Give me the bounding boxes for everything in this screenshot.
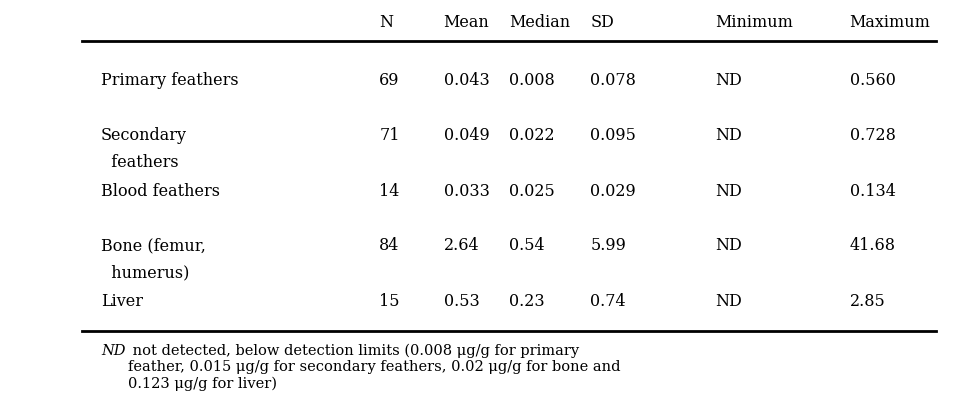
Text: feathers: feathers (101, 154, 179, 170)
Text: Maximum: Maximum (850, 14, 930, 31)
Text: 0.025: 0.025 (509, 182, 555, 199)
Text: 0.043: 0.043 (444, 72, 490, 89)
Text: 84: 84 (379, 237, 399, 253)
Text: 69: 69 (379, 72, 399, 89)
Text: ND: ND (715, 237, 742, 253)
Text: 41.68: 41.68 (850, 237, 896, 253)
Text: ND: ND (101, 343, 126, 357)
Text: 0.728: 0.728 (850, 126, 896, 143)
Text: 0.134: 0.134 (850, 182, 896, 199)
Text: Median: Median (509, 14, 570, 31)
Text: ND: ND (715, 126, 742, 143)
Text: Mean: Mean (444, 14, 490, 31)
Text: 0.029: 0.029 (590, 182, 636, 199)
Text: 0.23: 0.23 (509, 293, 544, 310)
Text: not detected, below detection limits (0.008 μg/g for primary
feather, 0.015 μg/g: not detected, below detection limits (0.… (128, 343, 620, 390)
Text: N: N (379, 14, 394, 31)
Text: 14: 14 (379, 182, 399, 199)
Text: 2.64: 2.64 (444, 237, 479, 253)
Text: 15: 15 (379, 293, 399, 310)
Text: Bone (femur,: Bone (femur, (101, 237, 205, 253)
Text: Blood feathers: Blood feathers (101, 182, 220, 199)
Text: 0.008: 0.008 (509, 72, 555, 89)
Text: 0.022: 0.022 (509, 126, 555, 143)
Text: 71: 71 (379, 126, 399, 143)
Text: Minimum: Minimum (715, 14, 793, 31)
Text: SD: SD (590, 14, 614, 31)
Text: 0.560: 0.560 (850, 72, 896, 89)
Text: 0.078: 0.078 (590, 72, 636, 89)
Text: 0.033: 0.033 (444, 182, 490, 199)
Text: Liver: Liver (101, 293, 143, 310)
Text: 5.99: 5.99 (590, 237, 626, 253)
Text: 2.85: 2.85 (850, 293, 885, 310)
Text: 0.74: 0.74 (590, 293, 626, 310)
Text: Secondary: Secondary (101, 126, 187, 143)
Text: ND: ND (715, 182, 742, 199)
Text: ND: ND (715, 72, 742, 89)
Text: 0.095: 0.095 (590, 126, 636, 143)
Text: 0.049: 0.049 (444, 126, 490, 143)
Text: 0.54: 0.54 (509, 237, 544, 253)
Text: 0.53: 0.53 (444, 293, 479, 310)
Text: Primary feathers: Primary feathers (101, 72, 238, 89)
Text: ND: ND (715, 293, 742, 310)
Text: humerus): humerus) (101, 264, 189, 281)
